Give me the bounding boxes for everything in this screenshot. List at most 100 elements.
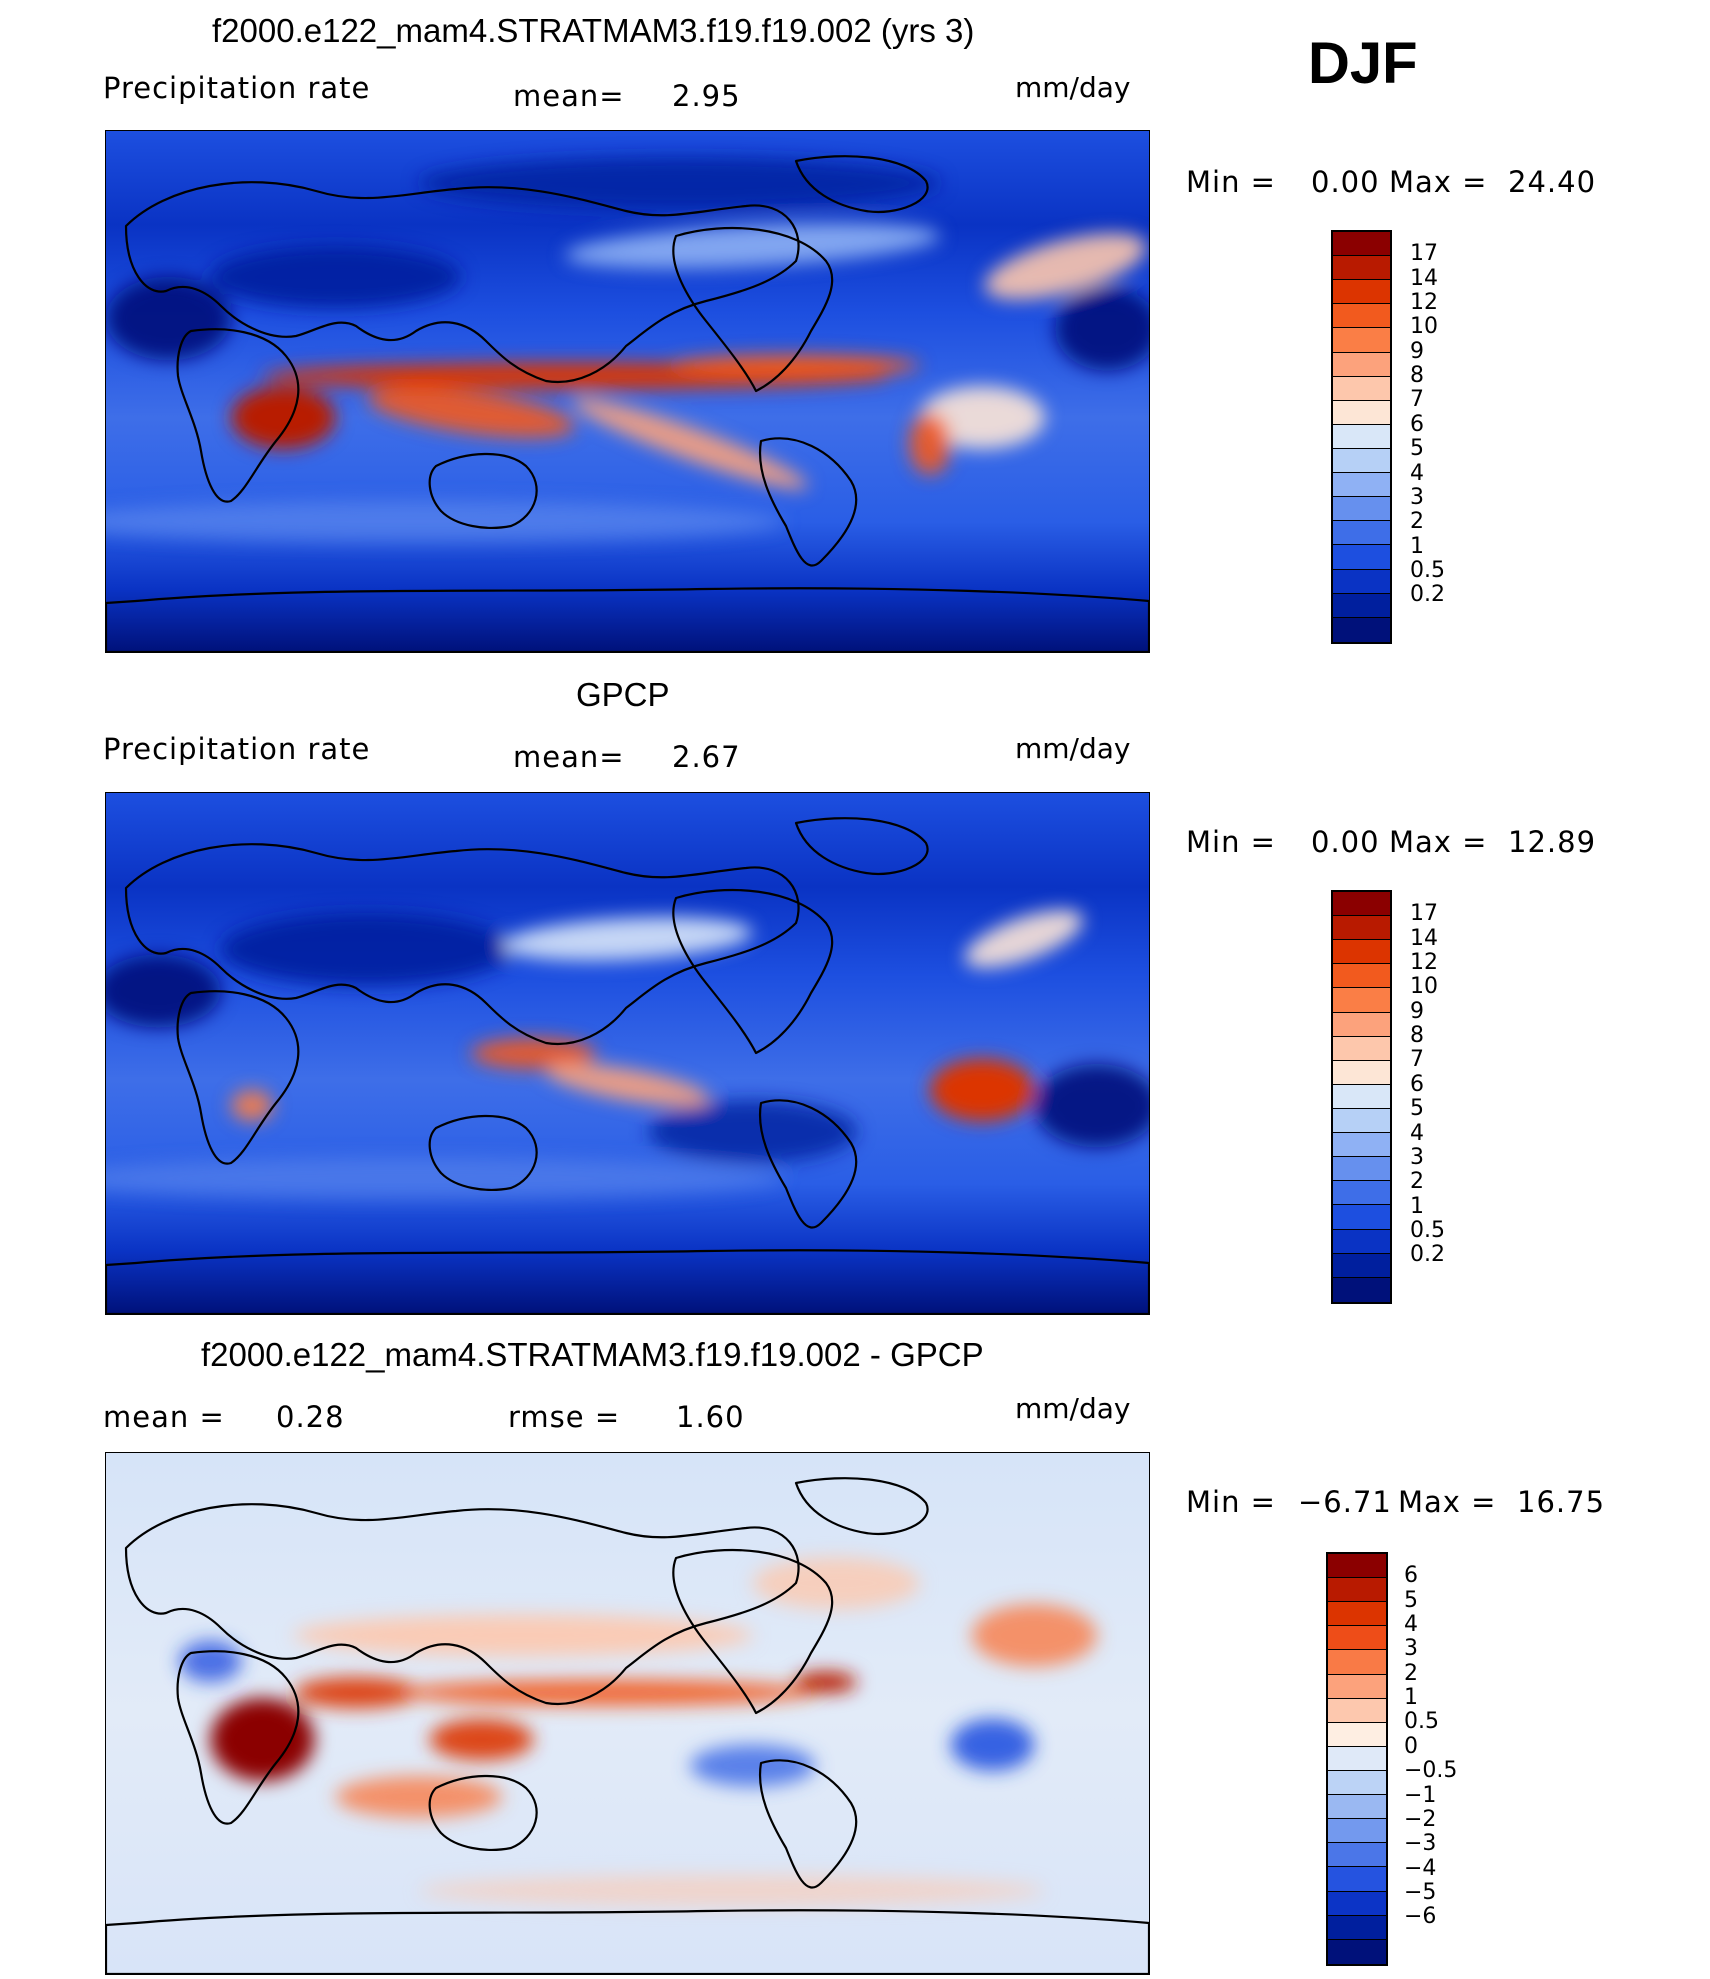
colorbar-swatch: [1333, 1012, 1390, 1037]
precip-contour: [971, 1604, 1097, 1667]
colorbar-tick-label: 12: [1410, 290, 1438, 316]
precip-contour: [964, 909, 1084, 968]
precip-contour: [335, 1776, 503, 1818]
colorbar-tick-label: 6: [1410, 411, 1424, 437]
panel-3-rmse-value: 1.60: [676, 1400, 745, 1434]
coastline: [106, 1249, 1149, 1314]
colorbar-tick-label: −1: [1404, 1782, 1437, 1808]
colorbar-swatch: [1333, 617, 1390, 642]
colorbar-swatch: [1328, 1602, 1386, 1627]
colorbar-tick-label: 1: [1404, 1685, 1418, 1711]
colorbar-swatch: [1333, 1036, 1390, 1061]
precip-contour: [909, 412, 951, 475]
panel-1-mean-label: mean=: [513, 79, 625, 113]
coastline: [106, 1909, 1149, 1974]
colorbar-swatch: [1333, 448, 1390, 474]
colorbar-tick-label: 5: [1410, 1096, 1424, 1122]
precip-contour: [1034, 1063, 1149, 1148]
coastline: [124, 181, 800, 384]
precip-contour: [106, 1157, 784, 1200]
precip-contour: [545, 1063, 710, 1106]
precip-contour: [231, 1089, 273, 1122]
panel-3-mean-label: mean =: [103, 1400, 225, 1434]
coastline: [124, 843, 800, 1046]
colorbar-swatch: [1333, 256, 1390, 281]
colorbar-tick-label: 9: [1410, 998, 1424, 1024]
colorbar-tick-label: 7: [1410, 1047, 1424, 1073]
colorbar-swatch: [1328, 1698, 1386, 1723]
colorbar-swatch: [1333, 328, 1390, 353]
colorbar-tick-label: 17: [1410, 901, 1438, 927]
colorbar-tick-label: 0.2: [1410, 1242, 1445, 1268]
panel-2-colorbar: [1331, 890, 1392, 1304]
panel-2-map-field: [106, 793, 1149, 1314]
colorbar-swatch: [1328, 1626, 1386, 1651]
colorbar-swatch: [1328, 1867, 1386, 1892]
colorbar-swatch: [1333, 1133, 1390, 1158]
colorbar-swatch: [1333, 1229, 1390, 1254]
colorbar-swatch: [1328, 1843, 1386, 1868]
panel-3-rmse-label: rmse =: [508, 1400, 621, 1434]
colorbar-tick-label: −4: [1404, 1855, 1437, 1881]
precip-contour: [418, 157, 941, 210]
colorbar-swatch: [1333, 1205, 1390, 1230]
colorbar-tick-label: 1: [1410, 1193, 1424, 1219]
colorbar-tick-label: 2: [1410, 509, 1424, 535]
colorbar-swatch: [1328, 1891, 1386, 1916]
panel-1-min-label: Min =: [1186, 165, 1276, 199]
panel-1-min-value: 0.00: [1311, 165, 1380, 199]
panel-3-units: mm/day: [1015, 1392, 1131, 1425]
panel-1-title: f2000.e122_mam4.STRATMAM3.f19.f19.002 (y…: [212, 12, 975, 49]
coastline: [794, 817, 929, 876]
panel-1-variable-label: Precipitation rate: [103, 71, 371, 105]
colorbar-swatch: [1333, 400, 1390, 425]
coastline: [124, 1503, 800, 1706]
colorbar-swatch: [1333, 1181, 1390, 1206]
colorbar-tick-label: 3: [1404, 1636, 1418, 1662]
precip-contour: [429, 1718, 534, 1761]
colorbar-swatch: [1328, 1650, 1386, 1675]
colorbar-swatch: [1333, 352, 1390, 377]
coastline: [176, 328, 300, 503]
precip-contour: [752, 1557, 920, 1610]
precip-contour: [231, 386, 336, 449]
colorbar-swatch: [1333, 964, 1390, 989]
coastline: [758, 1759, 858, 1889]
colorbar-tick-label: 2: [1410, 1169, 1424, 1195]
coastline: [428, 1774, 538, 1851]
precip-contour: [572, 398, 808, 489]
colorbar-swatch: [1333, 1253, 1390, 1278]
colorbar-tick-label: 8: [1410, 363, 1424, 389]
panel-2-min-value: 0.00: [1311, 825, 1380, 859]
colorbar-tick-label: 0.5: [1410, 557, 1445, 583]
precip-contour: [106, 500, 784, 543]
panel-3-colorbar: [1326, 1552, 1388, 1966]
colorbar-swatch: [1333, 593, 1390, 618]
colorbar-tick-label: −2: [1404, 1806, 1437, 1832]
precip-contour: [106, 954, 221, 1028]
panel-3-mean-value: 0.28: [276, 1400, 345, 1434]
precip-contour: [293, 1614, 753, 1657]
colorbar-tick-label: 0.2: [1410, 582, 1445, 608]
panel-1-colorbar: [1331, 230, 1392, 644]
coastline: [672, 227, 834, 393]
colorbar-swatch: [1333, 988, 1390, 1013]
colorbar-swatch: [1333, 916, 1390, 941]
colorbar-tick-label: 1: [1410, 533, 1424, 559]
colorbar-swatch: [1328, 1939, 1386, 1964]
precip-contour: [471, 1037, 597, 1070]
precip-contour: [220, 912, 513, 986]
panel-2-map: [105, 792, 1150, 1315]
coastline: [758, 1099, 858, 1229]
colorbar-tick-label: 3: [1410, 484, 1424, 510]
coastline: [428, 452, 538, 529]
colorbar-tick-label: 0.5: [1404, 1709, 1439, 1735]
colorbar-tick-label: −0.5: [1404, 1758, 1458, 1784]
coastline: [176, 1650, 300, 1825]
precip-contour: [106, 276, 232, 361]
precip-contour: [669, 355, 920, 376]
colorbar-tick-label: 2: [1404, 1660, 1418, 1686]
coastline: [794, 1477, 929, 1536]
panel-2-max-label: Max =: [1389, 825, 1488, 859]
colorbar-tick-label: 4: [1410, 1120, 1424, 1146]
